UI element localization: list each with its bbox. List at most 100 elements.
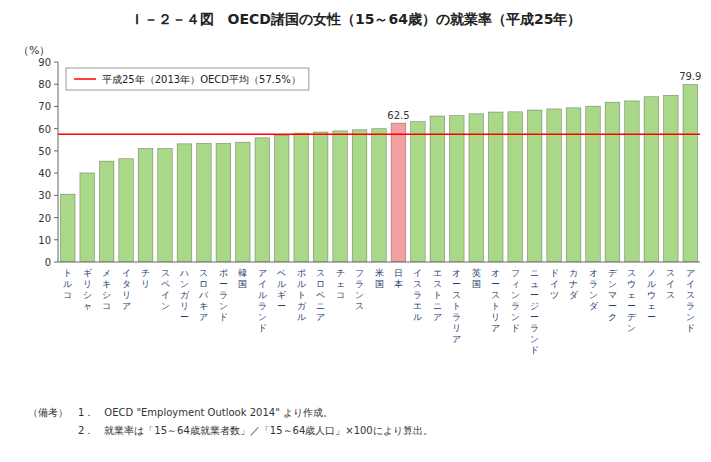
category-char: ュ	[530, 279, 539, 289]
category-char: シ	[102, 290, 111, 300]
x-axis: トルコギリシャメキシコイタリアチリスペインハンガリースロバキアポーランド韓国アイ…	[63, 268, 695, 355]
category-char: ン	[180, 279, 189, 289]
category-char: ャ	[83, 301, 92, 311]
category-char: ニ	[530, 268, 539, 278]
tick-mark	[54, 62, 58, 63]
tick-label: 80	[38, 79, 51, 90]
category-char: 韓	[238, 268, 247, 278]
bar	[625, 101, 640, 262]
category-char: ル	[297, 279, 306, 289]
tick-label: 70	[38, 101, 51, 112]
category-char: ン	[355, 290, 364, 300]
average-line	[58, 133, 700, 135]
category-label: アイスランド	[686, 268, 695, 333]
category-char: オ	[452, 268, 461, 278]
category-label: スロベニア	[316, 268, 325, 322]
tick-label: 0	[45, 257, 51, 268]
category-char: ド	[686, 323, 695, 333]
category-label: エストニア	[433, 268, 442, 322]
category-char: イ	[122, 268, 131, 278]
category-char: ア	[258, 268, 267, 278]
category-char: ポ	[297, 268, 306, 278]
category-char: ル	[413, 312, 422, 322]
category-char: ド	[511, 323, 520, 333]
category-char: コ	[63, 290, 72, 300]
category-char: ポ	[219, 268, 228, 278]
category-char: ル	[63, 279, 72, 289]
category-char: ア	[686, 268, 695, 278]
category-char: デ	[627, 312, 637, 322]
category-char: イ	[413, 268, 422, 278]
category-char: ン	[530, 334, 539, 344]
category-char: ス	[627, 268, 636, 278]
category-char: ア	[199, 312, 208, 322]
bar	[197, 143, 212, 262]
category-label: スロバキア	[198, 268, 209, 322]
category-char: ェ	[336, 279, 345, 289]
bar	[644, 97, 659, 262]
category-char: 国	[238, 279, 247, 289]
category-char: ア	[433, 312, 442, 322]
category-char: ラ	[413, 290, 422, 300]
tick-label: 30	[38, 190, 51, 201]
category-char: ル	[297, 312, 306, 322]
category-label: チェコ	[336, 268, 345, 300]
category-char: ト	[491, 301, 500, 311]
bar	[236, 142, 251, 262]
category-char: ダ	[569, 290, 579, 300]
category-char: メ	[102, 268, 111, 278]
category-label: オーストリア	[491, 268, 500, 333]
category-char: ス	[686, 290, 695, 300]
category-char: ス	[491, 290, 500, 300]
category-char: エ	[433, 268, 442, 278]
tick-mark	[54, 173, 58, 174]
bar	[119, 159, 134, 262]
category-char: リ	[452, 323, 461, 333]
category-char: ェ	[647, 301, 656, 311]
title: Ｉ－２－４図 OECD諸国の女性（15～64歳）の就業率（平成25年）	[130, 11, 582, 27]
category-label: ハンガリー	[179, 268, 190, 322]
category-char: ラ	[355, 279, 364, 289]
category-label: オーストラリア	[452, 268, 461, 344]
legend-box	[66, 68, 309, 90]
category-char: イ	[161, 290, 170, 300]
category-char: マ	[608, 290, 617, 300]
category-char: ド	[530, 345, 539, 355]
category-char: コ	[336, 290, 345, 300]
category-char: シ	[83, 290, 92, 300]
category-label: ニュージーランド	[530, 268, 539, 355]
bar	[664, 95, 679, 262]
category-char: ア	[316, 312, 325, 322]
footnote: 2． 就業率は「15～64歳就業者数」／「15～64歳人口」×100により算出。	[28, 425, 433, 436]
category-char: フ	[511, 268, 520, 278]
category-char: ラ	[452, 312, 461, 322]
category-char: ス	[413, 279, 422, 289]
category-char: キ	[102, 279, 111, 289]
category-char: ウ	[627, 279, 636, 289]
category-char: イ	[666, 279, 675, 289]
category-label: スペイン	[161, 268, 170, 311]
tick-mark	[54, 84, 58, 85]
category-char: ラ	[686, 301, 695, 311]
y-axis-label: （%）	[18, 44, 50, 57]
bar	[255, 138, 270, 262]
category-char: ー	[180, 312, 189, 322]
category-label: ノルウェー	[647, 268, 656, 322]
category-char: ツ	[550, 290, 559, 300]
category-char: ラ	[219, 290, 228, 300]
legend-swatch	[74, 78, 96, 80]
category-char: ス	[433, 279, 442, 289]
category-char: オ	[491, 268, 500, 278]
category-label: スウェーデン	[627, 268, 637, 333]
category-char: ー	[647, 312, 656, 322]
bar	[430, 116, 445, 262]
tick-label: 20	[38, 213, 51, 224]
category-char: ー	[608, 301, 617, 311]
category-char: ン	[627, 323, 636, 333]
category-char: ラ	[530, 323, 539, 333]
category-label: ポルトガル	[297, 268, 307, 322]
category-char: ス	[452, 290, 461, 300]
category-char: ト	[452, 301, 461, 311]
category-char: ィ	[511, 279, 520, 289]
bar	[586, 106, 601, 262]
